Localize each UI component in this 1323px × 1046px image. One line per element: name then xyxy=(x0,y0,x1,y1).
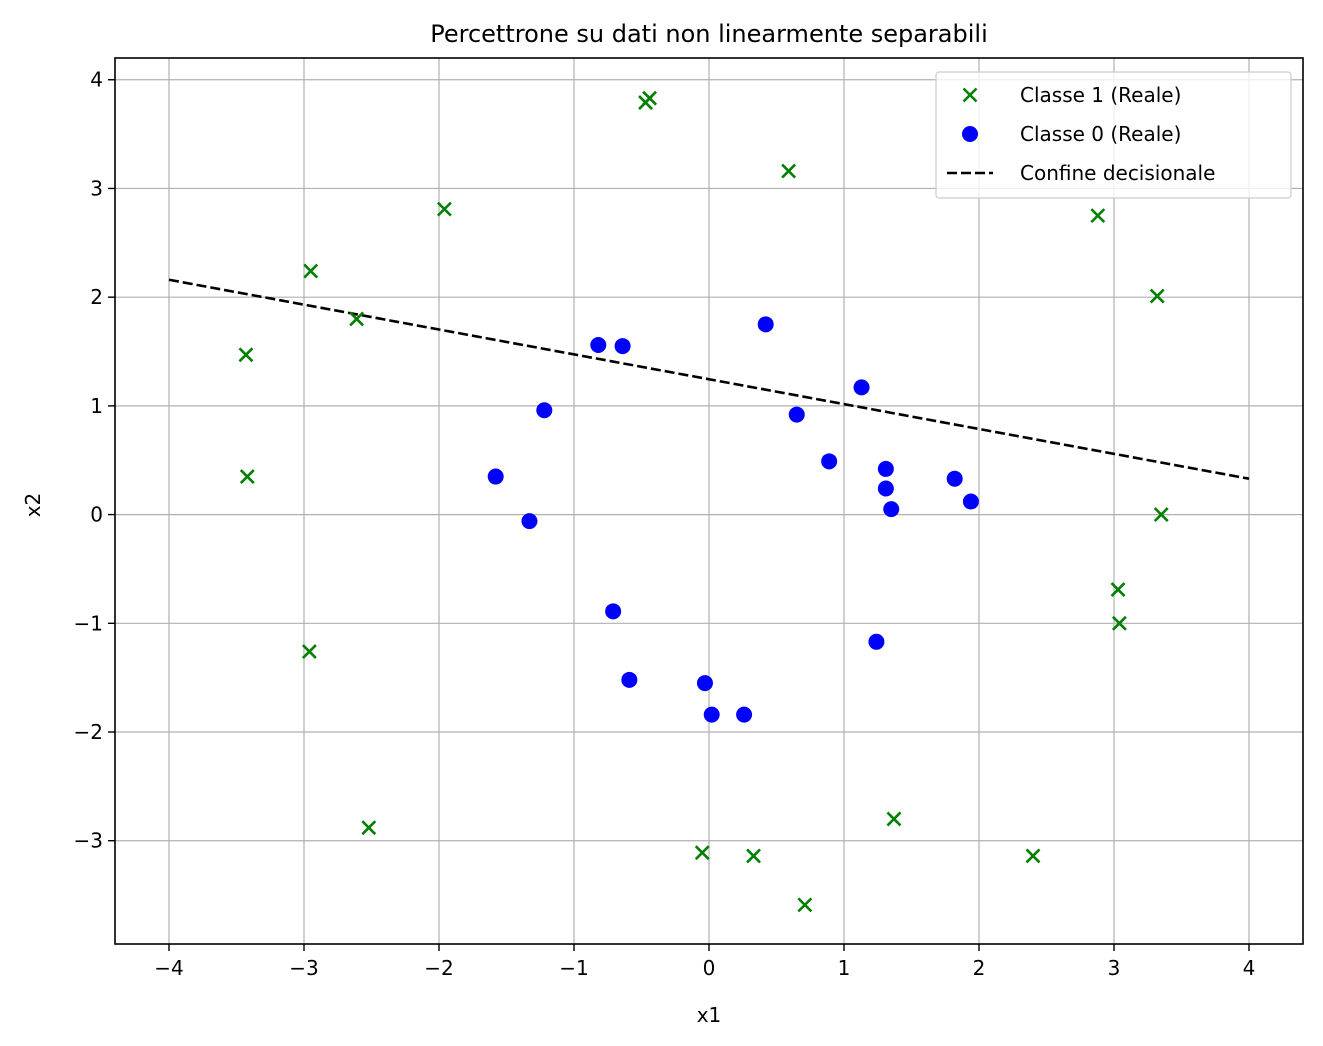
point-classe-0 xyxy=(696,675,713,692)
legend: Classe 1 (Reale) Classe 0 (Reale) Confin… xyxy=(935,71,1292,199)
y-tick-label: 2 xyxy=(90,285,103,309)
x-axis-label: x1 xyxy=(697,1003,722,1027)
point-classe-0 xyxy=(877,460,894,477)
point-classe-0 xyxy=(946,470,963,487)
point-classe-1 xyxy=(1111,615,1127,631)
x-tick-label: 4 xyxy=(1243,956,1256,980)
point-classe-0 xyxy=(736,706,753,723)
point-classe-0 xyxy=(521,513,538,530)
point-classe-1 xyxy=(1149,288,1165,304)
point-classe-0 xyxy=(962,493,979,510)
data-points-layer xyxy=(238,90,1169,913)
point-classe-0 xyxy=(877,480,894,497)
y-tick-label: 4 xyxy=(90,68,103,92)
point-classe-1 xyxy=(886,811,902,827)
point-classe-1 xyxy=(746,848,761,864)
x-tick-label: 3 xyxy=(1108,956,1121,980)
axis-ticks: −4 −3 −2 −1 0 1 2 3 4 −3 −2 −1 0 1 2 3 4 xyxy=(74,68,1256,980)
y-tick-label: 3 xyxy=(90,176,103,200)
point-classe-1 xyxy=(436,201,452,217)
point-classe-0 xyxy=(788,406,805,423)
point-classe-1 xyxy=(301,644,317,659)
point-classe-1 xyxy=(238,347,254,363)
legend-marker-classe-1 xyxy=(962,87,978,103)
y-tick-label: −1 xyxy=(74,611,103,635)
point-classe-0 xyxy=(590,336,607,353)
point-classe-0 xyxy=(536,402,553,419)
decision-boundary-layer xyxy=(168,278,1250,480)
legend-label-confine: Confine decisionale xyxy=(1020,161,1215,185)
point-classe-0 xyxy=(868,633,885,650)
y-axis-label: x2 xyxy=(21,493,45,518)
point-classe-1 xyxy=(1153,507,1169,523)
point-classe-0 xyxy=(487,468,504,485)
x-tick-label: 2 xyxy=(973,956,986,980)
point-classe-1 xyxy=(694,845,710,861)
point-classe-0 xyxy=(703,706,720,723)
point-classe-0 xyxy=(614,338,631,355)
legend-label-classe-1: Classe 1 (Reale) xyxy=(1020,83,1181,107)
point-classe-0 xyxy=(621,671,638,688)
legend-handles xyxy=(947,87,993,175)
y-tick-label: 0 xyxy=(90,503,103,527)
y-tick-label: −2 xyxy=(74,720,103,744)
point-classe-1 xyxy=(361,820,377,836)
point-classe-0 xyxy=(853,379,870,396)
point-classe-0 xyxy=(883,501,900,518)
x-tick-label: 0 xyxy=(703,956,716,980)
x-tick-label: −1 xyxy=(559,956,588,980)
point-classe-1 xyxy=(239,469,255,484)
legend-frame xyxy=(935,71,1292,199)
point-classe-1 xyxy=(349,311,365,327)
legend-label-classe-0: Classe 0 (Reale) xyxy=(1020,122,1181,146)
point-classe-1 xyxy=(1110,582,1126,598)
x-tick-label: −4 xyxy=(154,956,183,980)
x-tick-label: 1 xyxy=(838,956,851,980)
x-tick-label: −2 xyxy=(424,956,453,980)
point-classe-1 xyxy=(1025,848,1041,864)
legend-marker-classe-0 xyxy=(962,126,978,142)
point-classe-1 xyxy=(797,897,813,913)
point-classe-1 xyxy=(642,90,658,106)
point-classe-1 xyxy=(781,163,797,179)
decision-boundary-line xyxy=(168,278,1250,480)
point-classe-0 xyxy=(821,453,838,470)
y-tick-label: −3 xyxy=(74,829,103,853)
point-classe-0 xyxy=(605,603,622,620)
point-classe-0 xyxy=(757,316,774,333)
y-tick-label: 1 xyxy=(90,394,103,418)
point-classe-1 xyxy=(303,263,319,279)
point-classe-1 xyxy=(1090,208,1106,224)
x-tick-label: −3 xyxy=(289,956,318,980)
chart-title: Percettrone su dati non linearmente sepa… xyxy=(430,20,988,48)
